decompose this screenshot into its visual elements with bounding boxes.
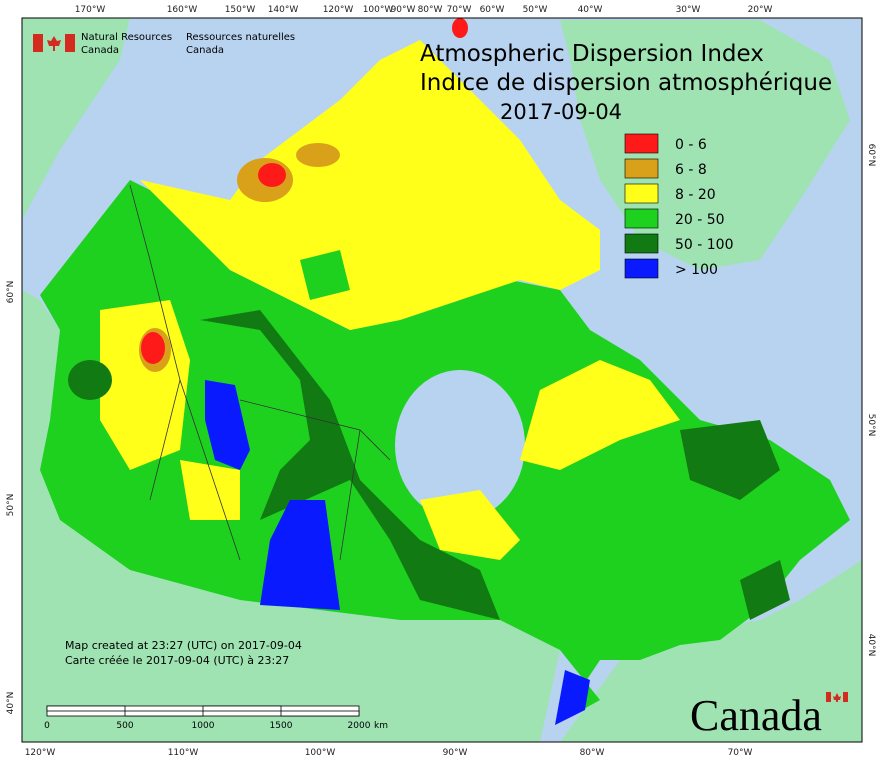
- lat-label-left: 40°N: [6, 692, 16, 715]
- flag-left: [33, 34, 43, 52]
- lon-label-top: 60°W: [480, 5, 505, 15]
- legend-swatch: [624, 233, 659, 254]
- lon-label-top: 80°W: [418, 5, 443, 15]
- scale-seg: [280, 710, 360, 717]
- lon-label-top: 140°W: [268, 5, 299, 15]
- lon-label-top: 120°W: [323, 5, 354, 15]
- lon-label-top: 70°W: [447, 5, 472, 15]
- lon-label-top: 30°W: [676, 5, 701, 15]
- wordmark: Canada: [690, 691, 822, 740]
- greenland: [560, 20, 850, 270]
- map-body: [22, 18, 862, 742]
- usa-land: [22, 290, 560, 742]
- lon-label-bottom: 110°W: [168, 748, 199, 758]
- scale-seg: [202, 705, 282, 712]
- credits-en: Map created at 23:27 (UTC) on 2017-09-04: [65, 639, 302, 652]
- prairie-dark-green: [200, 310, 500, 620]
- legend: 0 - 6 6 - 8 8 - 20 20 - 50 50 - 100 > 100: [624, 133, 734, 279]
- scale-bar: 0 500 1000 1500 2000 km: [44, 705, 388, 731]
- blue-patch-2: [260, 500, 340, 610]
- lon-label-bottom: 70°W: [728, 748, 753, 758]
- credits-fr: Carte créée le 2017-09-04 (UTC) à 23:27: [65, 654, 289, 667]
- legend-label: 50 - 100: [675, 237, 734, 253]
- north-yellow: [140, 40, 600, 330]
- title-fr: Indice de dispersion atmosphérique: [420, 70, 832, 96]
- lon-label-top: 160°W: [167, 5, 198, 15]
- red-patch-1: [141, 332, 165, 364]
- lon-label-bottom: 120°W: [25, 748, 56, 758]
- legend-label: 0 - 6: [675, 137, 707, 153]
- lon-label-top: 150°W: [225, 5, 256, 15]
- flag-right: [65, 34, 75, 52]
- legend-swatch: [624, 258, 659, 279]
- wordmark-leaf: [833, 693, 841, 702]
- lat-label-right: 60°N: [866, 144, 876, 167]
- legend-label: 6 - 8: [675, 162, 707, 178]
- lat-label-right: 40°N: [866, 634, 876, 657]
- blue-patch-3: [555, 670, 590, 725]
- title-en: Atmospheric Dispersion Index: [420, 41, 764, 67]
- map-frame: [21, 17, 863, 743]
- lon-label-top: 50°W: [523, 5, 548, 15]
- lon-label-top: 170°W: [75, 5, 106, 15]
- hudson-bay: [395, 370, 525, 520]
- lat-label-right: 50°N: [866, 414, 876, 437]
- alberta-yellow: [180, 460, 240, 520]
- scale-label: 2000: [348, 721, 371, 731]
- legend-label: 8 - 20: [675, 187, 716, 203]
- lat-label-left: 60°N: [6, 281, 16, 304]
- legend-swatch: [624, 158, 659, 179]
- lon-label-top: 100°W: [363, 5, 394, 15]
- scale-seg: [124, 710, 204, 717]
- wordmark-flag-right: [843, 692, 848, 702]
- bc-dark-green: [68, 360, 112, 400]
- scale-label: 0: [44, 721, 50, 731]
- alaska-north: [22, 18, 130, 220]
- scale-label: 1000: [192, 721, 215, 731]
- orange-patch-3: [296, 143, 340, 167]
- legend-swatch: [624, 208, 659, 229]
- legend-label: > 100: [675, 262, 718, 278]
- scale-label: 500: [116, 721, 133, 731]
- title-date: 2017-09-04: [500, 100, 622, 124]
- wordmark-flag-left: [826, 692, 831, 702]
- ontario-yellow: [420, 490, 520, 560]
- lon-label-top: 20°W: [748, 5, 773, 15]
- lon-label-bottom: 90°W: [443, 748, 468, 758]
- legend-swatch: [624, 133, 659, 154]
- legend-swatch: [624, 183, 659, 204]
- legend-label: 20 - 50: [675, 212, 725, 228]
- quebec-yellow: [520, 360, 680, 470]
- province-borders: [129, 184, 391, 561]
- blue-patch-1: [205, 380, 250, 470]
- org-en: Natural Resources Canada: [81, 32, 172, 56]
- labrador-dark-green: [680, 420, 780, 500]
- north-green: [300, 250, 350, 300]
- lon-label-top: 90°W: [391, 5, 416, 15]
- usa-east-land: [560, 560, 862, 742]
- scale-unit: km: [374, 721, 388, 731]
- flag-leaf: [47, 36, 61, 51]
- lon-label-bottom: 80°W: [580, 748, 605, 758]
- maritimes-dark-green: [740, 560, 790, 620]
- red-patch-3: [452, 18, 468, 38]
- lat-label-left: 50°N: [6, 494, 16, 517]
- scale-label: 1500: [270, 721, 293, 731]
- lon-label-bottom: 100°W: [305, 748, 336, 758]
- red-patch-2: [258, 163, 286, 187]
- org-fr: Ressources naturelles Canada: [186, 32, 295, 56]
- lon-label-top: 40°W: [578, 5, 603, 15]
- scale-seg: [46, 705, 126, 712]
